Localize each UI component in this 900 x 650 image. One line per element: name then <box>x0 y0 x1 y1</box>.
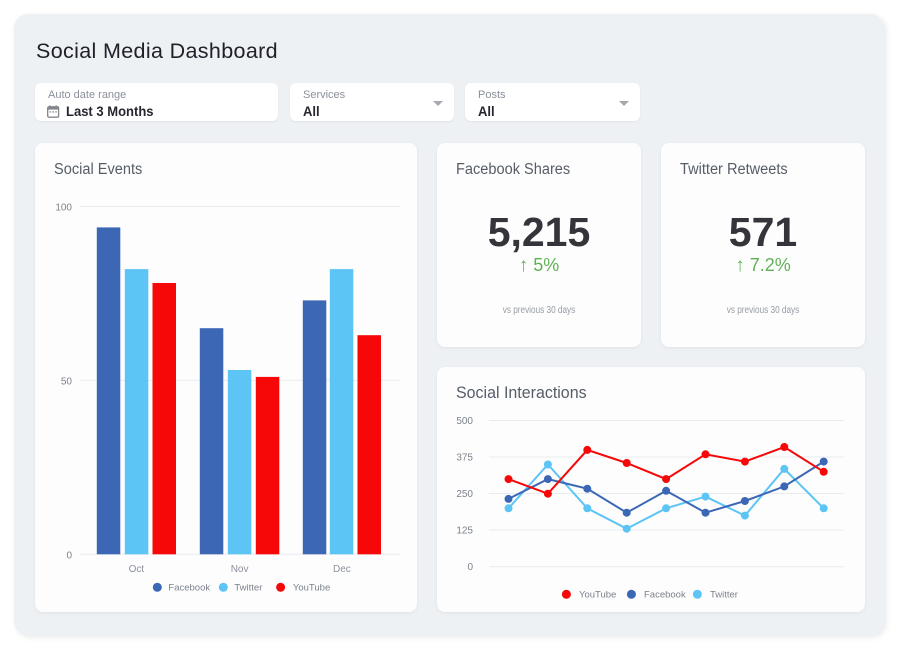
svg-text:YouTube: YouTube <box>579 590 616 601</box>
svg-text:Dec: Dec <box>333 564 351 575</box>
svg-text:Twitter: Twitter <box>710 590 738 601</box>
svg-text:100: 100 <box>55 203 72 214</box>
svg-text:125: 125 <box>456 526 473 537</box>
svg-text:YouTube: YouTube <box>293 583 330 594</box>
svg-text:375: 375 <box>456 453 473 464</box>
svg-text:0: 0 <box>66 550 72 561</box>
svg-text:Facebook: Facebook <box>644 590 686 601</box>
svg-text:Nov: Nov <box>231 564 249 575</box>
svg-text:Twitter: Twitter <box>234 583 262 594</box>
svg-text:50: 50 <box>61 376 73 387</box>
svg-text:Facebook: Facebook <box>168 583 210 594</box>
svg-text:0: 0 <box>467 562 473 573</box>
svg-text:500: 500 <box>456 416 473 427</box>
svg-text:Oct: Oct <box>129 564 145 575</box>
svg-text:250: 250 <box>456 489 473 500</box>
